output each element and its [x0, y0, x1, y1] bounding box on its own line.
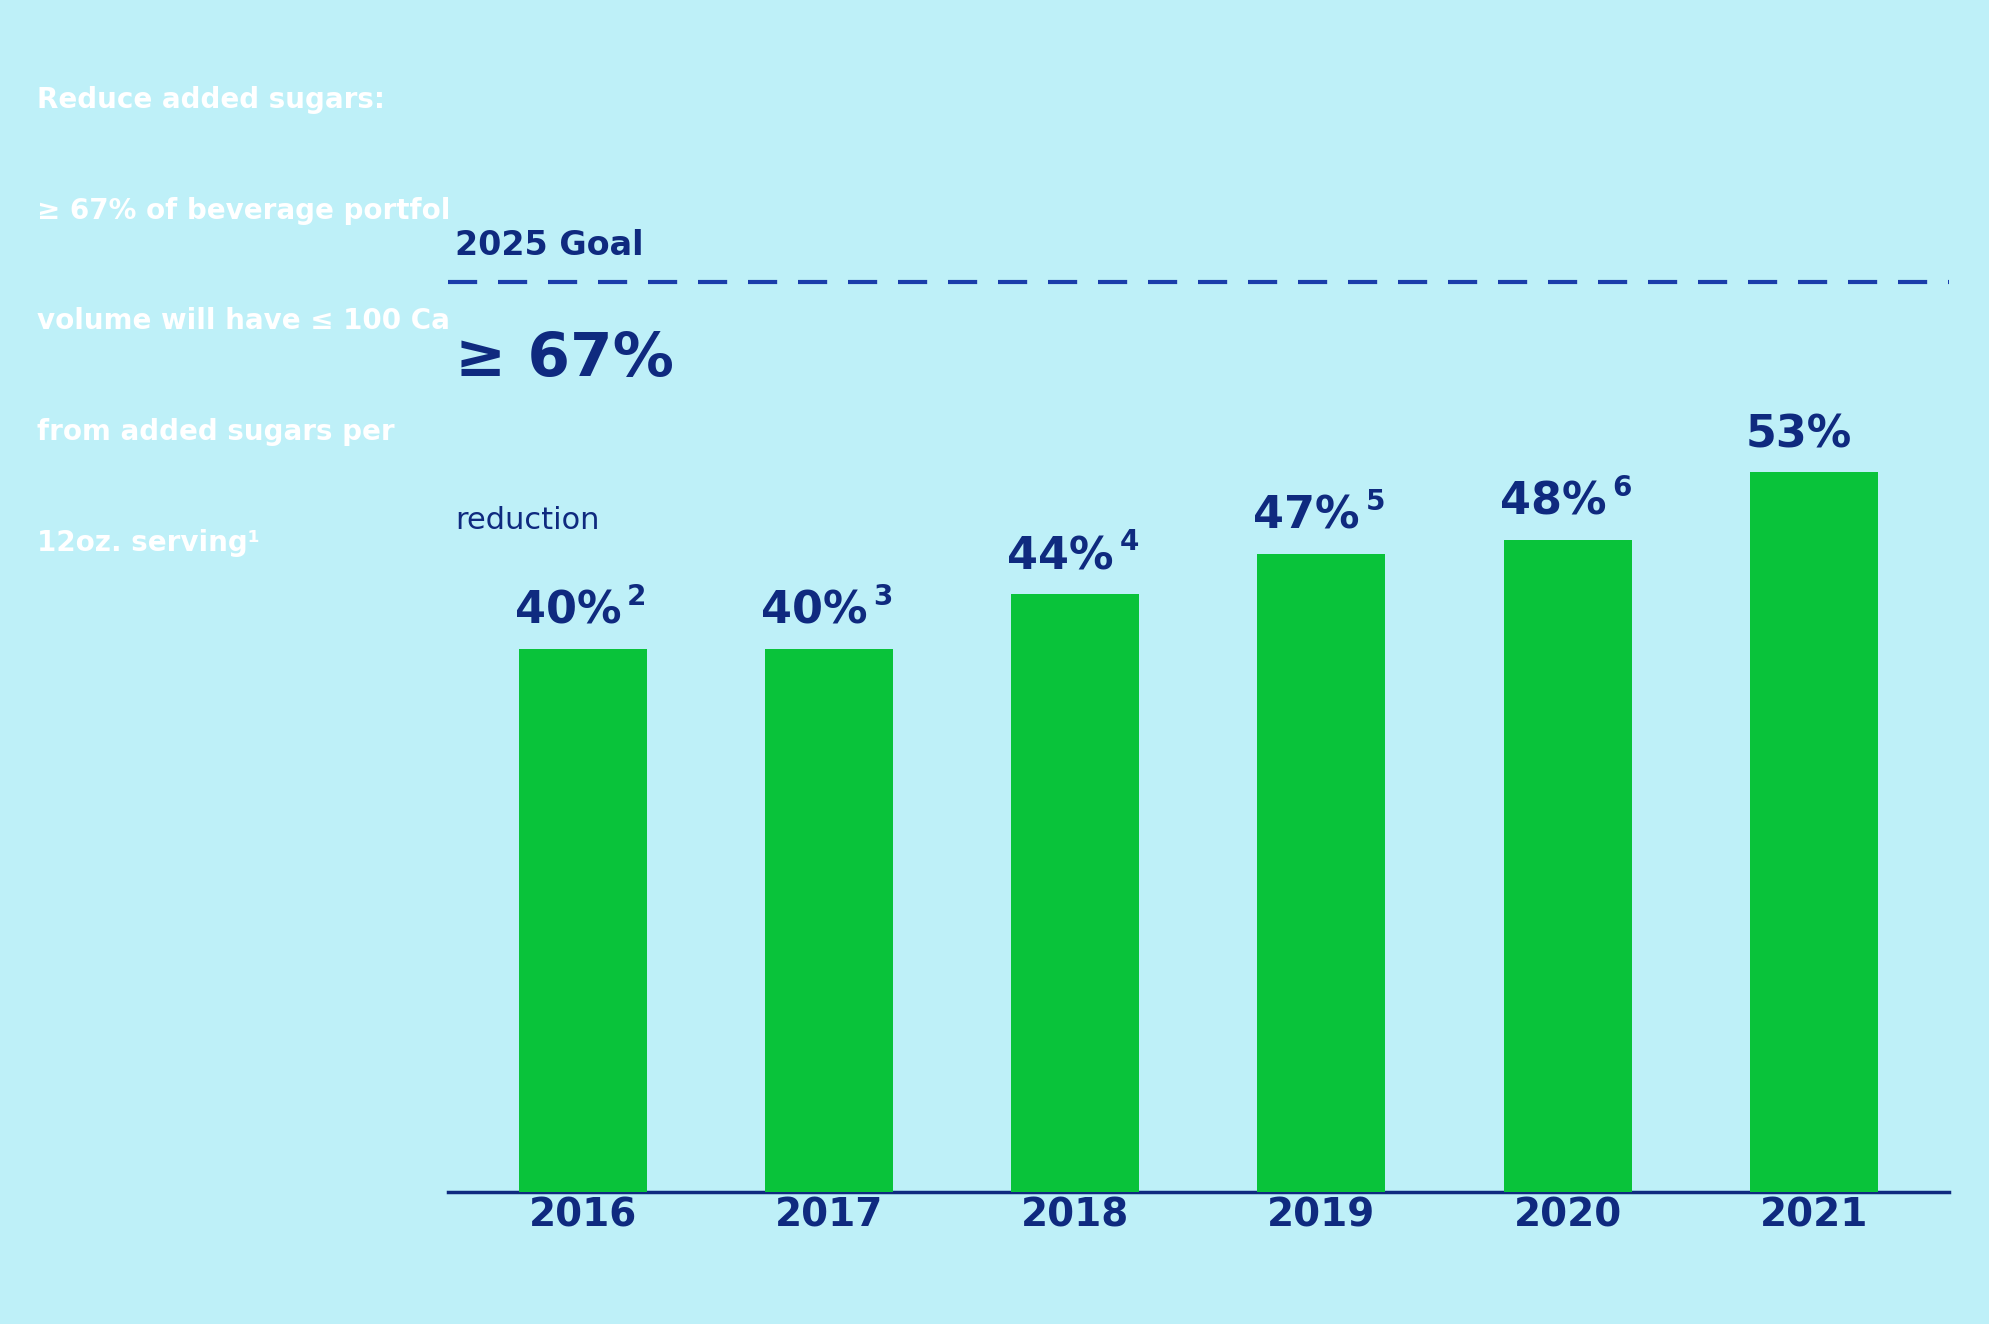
Text: 47%: 47%	[1253, 494, 1360, 538]
Text: 44%: 44%	[1006, 535, 1114, 579]
Bar	[1504, 540, 1631, 1192]
Text: 12oz. serving¹: 12oz. serving¹	[36, 530, 259, 557]
Bar	[519, 649, 646, 1192]
Text: 40%: 40%	[515, 589, 621, 633]
Text: 40%: 40%	[762, 589, 867, 633]
Text: reduction: reduction	[455, 506, 599, 535]
Text: volume will have ≤ 100 Calories: volume will have ≤ 100 Calories	[36, 307, 537, 335]
Text: 53%: 53%	[1746, 413, 1852, 455]
Text: 5: 5	[1366, 487, 1384, 516]
Text: 3: 3	[873, 583, 893, 610]
Text: 2: 2	[627, 583, 646, 610]
Bar	[766, 649, 893, 1192]
Text: 2025 Goal: 2025 Goal	[455, 229, 642, 262]
Text: ≥ 67% of beverage portfolio: ≥ 67% of beverage portfolio	[36, 197, 479, 225]
Text: 48%: 48%	[1500, 481, 1607, 524]
Text: from added sugars per: from added sugars per	[36, 418, 394, 446]
Bar	[1257, 553, 1386, 1192]
Text: 4: 4	[1120, 528, 1140, 556]
Text: ≥ 67%: ≥ 67%	[455, 330, 674, 389]
Bar	[1010, 594, 1140, 1192]
Bar	[1750, 473, 1878, 1192]
Text: Reduce added sugars:: Reduce added sugars:	[36, 86, 384, 114]
Text: 6: 6	[1611, 474, 1631, 502]
